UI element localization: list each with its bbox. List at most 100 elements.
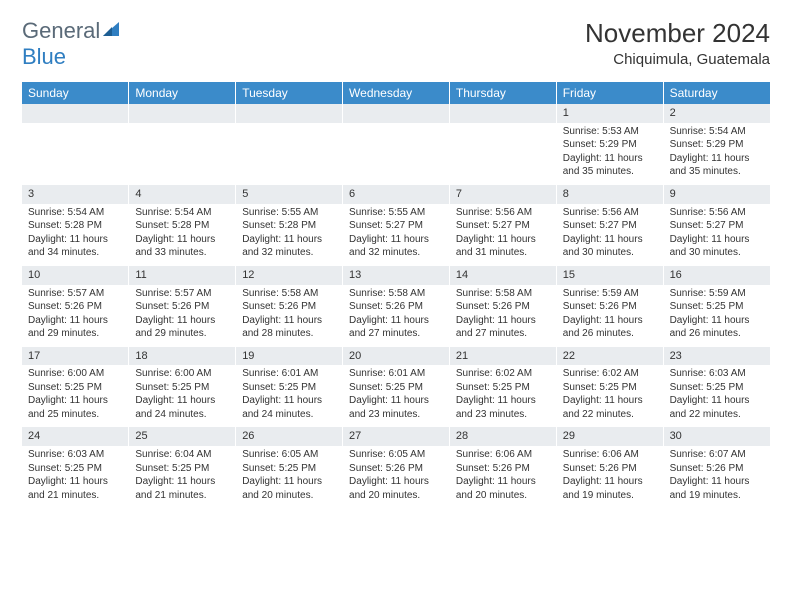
day-number-cell: 2 [663,104,770,123]
sail-icon [102,18,122,44]
sunrise-text: Sunrise: 5:56 AM [670,206,764,220]
sunrise-text: Sunrise: 6:01 AM [242,367,336,381]
day-number-cell: 14 [449,266,556,285]
daynum-row: 3456789 [22,185,770,204]
daynum-row: 17181920212223 [22,347,770,366]
daylight-text: Daylight: 11 hours and 35 minutes. [670,152,764,179]
daynum-row: 10111213141516 [22,266,770,285]
sunrise-text: Sunrise: 5:57 AM [28,287,122,301]
sunrise-text: Sunrise: 5:53 AM [563,125,657,139]
day-number-cell: 15 [556,266,663,285]
day-number-cell: 18 [129,347,236,366]
day-info-cell: Sunrise: 5:57 AMSunset: 5:26 PMDaylight:… [129,285,236,347]
sunrise-text: Sunrise: 5:58 AM [349,287,443,301]
daylight-text: Daylight: 11 hours and 30 minutes. [563,233,657,260]
sunset-text: Sunset: 5:25 PM [563,381,657,395]
day-number-cell [129,104,236,123]
day-info-cell: Sunrise: 5:58 AMSunset: 5:26 PMDaylight:… [343,285,450,347]
day-info-cell: Sunrise: 6:02 AMSunset: 5:25 PMDaylight:… [556,365,663,427]
sunrise-text: Sunrise: 6:06 AM [456,448,550,462]
sunset-text: Sunset: 5:25 PM [670,381,764,395]
day-number-cell: 20 [343,347,450,366]
sunrise-text: Sunrise: 5:59 AM [670,287,764,301]
daylight-text: Daylight: 11 hours and 29 minutes. [28,314,122,341]
weekday-header: Tuesday [236,82,343,104]
sunset-text: Sunset: 5:26 PM [349,462,443,476]
daylight-text: Daylight: 11 hours and 23 minutes. [456,394,550,421]
day-number-cell: 22 [556,347,663,366]
daylight-text: Daylight: 11 hours and 27 minutes. [456,314,550,341]
sunset-text: Sunset: 5:26 PM [28,300,122,314]
daylight-text: Daylight: 11 hours and 32 minutes. [242,233,336,260]
sunrise-text: Sunrise: 6:04 AM [135,448,229,462]
day-number-cell: 6 [343,185,450,204]
day-info-cell: Sunrise: 6:06 AMSunset: 5:26 PMDaylight:… [556,446,663,508]
sunrise-text: Sunrise: 5:56 AM [563,206,657,220]
day-number-cell: 13 [343,266,450,285]
sunrise-text: Sunrise: 5:57 AM [135,287,229,301]
daylight-text: Daylight: 11 hours and 24 minutes. [242,394,336,421]
sunset-text: Sunset: 5:27 PM [456,219,550,233]
sunrise-text: Sunrise: 5:54 AM [135,206,229,220]
daynum-row: 12 [22,104,770,123]
day-info-row: Sunrise: 5:53 AMSunset: 5:29 PMDaylight:… [22,123,770,185]
day-number-cell: 25 [129,427,236,446]
page-header: General Blue November 2024 Chiquimula, G… [22,18,770,70]
sunset-text: Sunset: 5:27 PM [563,219,657,233]
day-number-cell: 27 [343,427,450,446]
sunrise-text: Sunrise: 6:03 AM [28,448,122,462]
sunrise-text: Sunrise: 5:55 AM [242,206,336,220]
sunset-text: Sunset: 5:25 PM [28,381,122,395]
sunrise-text: Sunrise: 5:56 AM [456,206,550,220]
daylight-text: Daylight: 11 hours and 23 minutes. [349,394,443,421]
sunset-text: Sunset: 5:28 PM [28,219,122,233]
sunset-text: Sunset: 5:26 PM [242,300,336,314]
day-info-cell: Sunrise: 6:05 AMSunset: 5:25 PMDaylight:… [236,446,343,508]
day-number-cell: 3 [22,185,129,204]
day-number-cell: 24 [22,427,129,446]
day-info-cell: Sunrise: 5:59 AMSunset: 5:26 PMDaylight:… [556,285,663,347]
daylight-text: Daylight: 11 hours and 26 minutes. [670,314,764,341]
day-info-cell: Sunrise: 6:04 AMSunset: 5:25 PMDaylight:… [129,446,236,508]
sunrise-text: Sunrise: 6:05 AM [242,448,336,462]
daylight-text: Daylight: 11 hours and 27 minutes. [349,314,443,341]
sunrise-text: Sunrise: 5:54 AM [28,206,122,220]
calendar-table: Sunday Monday Tuesday Wednesday Thursday… [22,82,770,508]
sunrise-text: Sunrise: 5:54 AM [670,125,764,139]
daylight-text: Daylight: 11 hours and 30 minutes. [670,233,764,260]
sunset-text: Sunset: 5:25 PM [135,381,229,395]
day-number-cell: 30 [663,427,770,446]
day-number-cell [236,104,343,123]
daylight-text: Daylight: 11 hours and 33 minutes. [135,233,229,260]
sunrise-text: Sunrise: 6:05 AM [349,448,443,462]
sunrise-text: Sunrise: 6:03 AM [670,367,764,381]
day-info-cell: Sunrise: 5:57 AMSunset: 5:26 PMDaylight:… [22,285,129,347]
day-info-cell [129,123,236,185]
day-info-cell: Sunrise: 6:06 AMSunset: 5:26 PMDaylight:… [449,446,556,508]
day-info-cell: Sunrise: 5:54 AMSunset: 5:28 PMDaylight:… [22,204,129,266]
sunrise-text: Sunrise: 6:00 AM [28,367,122,381]
day-number-cell: 5 [236,185,343,204]
daylight-text: Daylight: 11 hours and 31 minutes. [456,233,550,260]
daylight-text: Daylight: 11 hours and 20 minutes. [349,475,443,502]
weekday-header-row: Sunday Monday Tuesday Wednesday Thursday… [22,82,770,104]
day-info-row: Sunrise: 6:00 AMSunset: 5:25 PMDaylight:… [22,365,770,427]
calendar-body: 12Sunrise: 5:53 AMSunset: 5:29 PMDayligh… [22,104,770,508]
sunset-text: Sunset: 5:26 PM [563,300,657,314]
sunset-text: Sunset: 5:26 PM [670,462,764,476]
sunset-text: Sunset: 5:26 PM [456,300,550,314]
day-number-cell: 7 [449,185,556,204]
calendar-page: General Blue November 2024 Chiquimula, G… [0,0,792,526]
daylight-text: Daylight: 11 hours and 25 minutes. [28,394,122,421]
day-info-cell: Sunrise: 6:01 AMSunset: 5:25 PMDaylight:… [343,365,450,427]
day-info-cell: Sunrise: 5:54 AMSunset: 5:28 PMDaylight:… [129,204,236,266]
sunset-text: Sunset: 5:25 PM [242,462,336,476]
sunrise-text: Sunrise: 5:55 AM [349,206,443,220]
sunset-text: Sunset: 5:29 PM [670,138,764,152]
sunset-text: Sunset: 5:26 PM [135,300,229,314]
sunset-text: Sunset: 5:27 PM [670,219,764,233]
weekday-header: Sunday [22,82,129,104]
daylight-text: Daylight: 11 hours and 35 minutes. [563,152,657,179]
sunrise-text: Sunrise: 6:01 AM [349,367,443,381]
sunset-text: Sunset: 5:27 PM [349,219,443,233]
